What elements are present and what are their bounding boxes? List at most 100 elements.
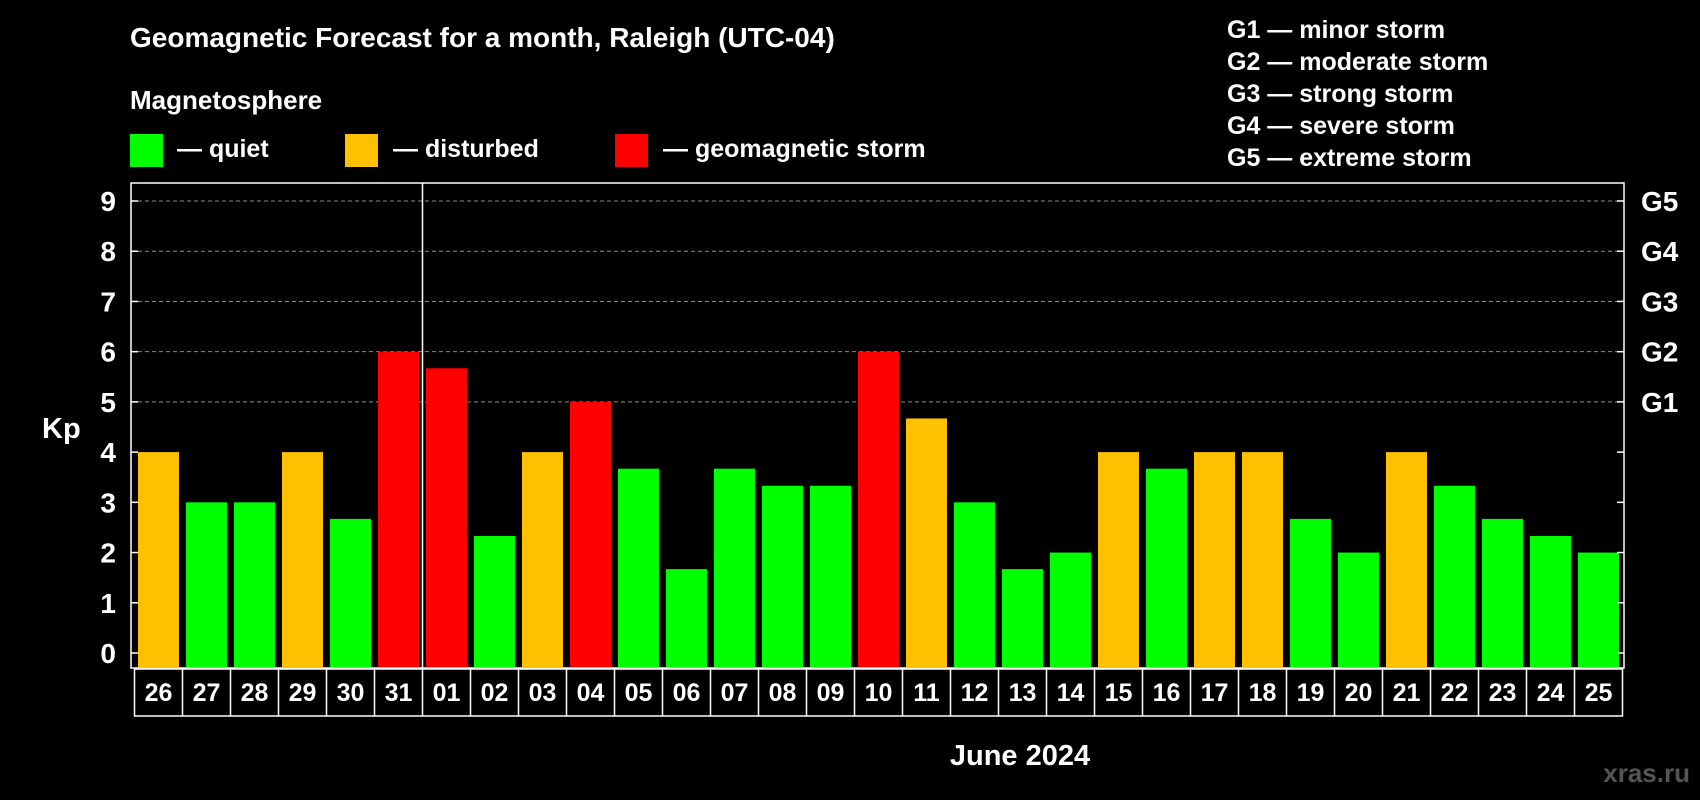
x-tick-label: 14 (1057, 679, 1085, 707)
x-tick-label: 17 (1201, 679, 1229, 707)
storm-scale-g4: G4 — severe storm (1227, 112, 1455, 140)
legend-swatch-quiet (130, 134, 163, 167)
bar-02 (474, 535, 515, 667)
bar-09 (810, 485, 851, 667)
x-tick-label: 21 (1393, 679, 1421, 707)
x-tick-label: 23 (1489, 679, 1517, 707)
watermark: xras.ru (1603, 758, 1690, 788)
x-tick-label: 16 (1153, 679, 1181, 707)
bar-27 (186, 502, 227, 667)
bar-17 (1194, 452, 1235, 667)
x-tick-label: 15 (1105, 679, 1133, 707)
y-tick-label: 0 (100, 638, 116, 669)
bar-12 (954, 502, 995, 667)
legend-label-quiet: — quiet (177, 135, 269, 163)
y-tick-label: 4 (100, 437, 116, 468)
x-tick-label: 20 (1345, 679, 1373, 707)
bar-01 (426, 368, 467, 667)
bar-10 (858, 351, 899, 667)
bar-23 (1482, 518, 1523, 667)
y-tick-label: 6 (100, 337, 116, 368)
legend-swatch-disturbed (345, 134, 378, 167)
storm-scale-g3: G3 — strong storm (1227, 80, 1453, 108)
bar-18 (1242, 452, 1283, 667)
right-axis-ticks: G1 G2 G3 G4 G5 (1617, 186, 1679, 654)
x-tick-label: 12 (961, 679, 989, 707)
x-tick-label: 27 (193, 679, 221, 707)
x-tick-label: 02 (481, 679, 509, 707)
axes (130, 182, 1625, 669)
x-tick-label: 19 (1297, 679, 1325, 707)
y-tick-label: 5 (100, 387, 116, 418)
bar-26 (138, 452, 179, 667)
y-tick-label: 2 (100, 538, 116, 569)
y-tick-label: 7 (100, 286, 116, 317)
bar-22 (1434, 485, 1475, 667)
bars (138, 351, 1619, 667)
bar-24 (1530, 535, 1571, 667)
x-tick-label: 22 (1441, 679, 1469, 707)
bar-08 (762, 485, 803, 667)
y-axis-label: Kp (42, 413, 81, 445)
bar-05 (618, 468, 659, 667)
right-axis-label-g4: G4 (1641, 236, 1679, 267)
bar-13 (1002, 569, 1043, 667)
storm-scale-g2: G2 — moderate storm (1227, 48, 1488, 76)
x-tick-label: 25 (1585, 679, 1613, 707)
legend: — quiet — disturbed — geomagnetic storm (130, 134, 926, 167)
x-tick-label: 18 (1249, 679, 1277, 707)
bar-15 (1098, 452, 1139, 667)
x-tick-label: 29 (289, 679, 317, 707)
x-tick-label: 31 (385, 679, 413, 707)
bar-11 (906, 418, 947, 667)
x-tick-label: 28 (241, 679, 269, 707)
legend-label-disturbed: — disturbed (393, 135, 539, 163)
x-tick-label: 03 (529, 679, 557, 707)
x-tick-label: 13 (1009, 679, 1037, 707)
chart-title: Geomagnetic Forecast for a month, Raleig… (130, 22, 835, 53)
bar-06 (666, 569, 707, 667)
y-tick-label: 8 (100, 236, 116, 267)
x-tick-label: 06 (673, 679, 701, 707)
right-axis-label-g5: G5 (1641, 186, 1678, 217)
x-categories: 26 27 28 29 30 31 01 02 03 04 05 06 07 08 09 10 11 12 13 14… (133, 668, 1624, 717)
bar-31 (378, 351, 419, 667)
y-ticks: 0 1 2 3 4 5 6 7 8 9 (100, 186, 138, 669)
x-tick-label: 08 (769, 679, 797, 707)
x-tick-label: 10 (865, 679, 893, 707)
bar-03 (522, 452, 563, 667)
y-tick-label: 3 (100, 487, 116, 518)
legend-title: Magnetosphere (130, 85, 322, 115)
bar-19 (1290, 518, 1331, 667)
x-tick-label: 26 (145, 679, 173, 707)
legend-swatch-storm (615, 134, 648, 167)
x-axis-label: June 2024 (950, 740, 1090, 772)
right-axis-label-g1: G1 (1641, 387, 1678, 418)
storm-scale-legend: G1 — minor storm G2 — moderate storm G3 … (1227, 16, 1488, 172)
bar-20 (1338, 552, 1379, 667)
bar-21 (1386, 452, 1427, 667)
bar-29 (282, 452, 323, 667)
y-tick-label: 1 (100, 588, 116, 619)
x-tick-label: 07 (721, 679, 749, 707)
bar-07 (714, 468, 755, 667)
right-axis-label-g3: G3 (1641, 286, 1678, 317)
bar-28 (234, 502, 275, 667)
x-tick-label: 09 (817, 679, 845, 707)
x-tick-label: 04 (577, 679, 605, 707)
bar-30 (330, 518, 371, 667)
y-tick-label: 9 (100, 186, 116, 217)
storm-scale-g5: G5 — extreme storm (1227, 144, 1472, 172)
x-tick-label: 30 (337, 679, 365, 707)
bar-14 (1050, 552, 1091, 667)
storm-scale-g1: G1 — minor storm (1227, 16, 1445, 44)
bar-25 (1578, 552, 1619, 667)
bar-04 (570, 401, 611, 667)
x-tick-label: 05 (625, 679, 653, 707)
category-strip (133, 668, 1624, 717)
legend-label-storm: — geomagnetic storm (663, 135, 926, 163)
x-tick-label: 11 (913, 679, 940, 707)
right-axis-label-g2: G2 (1641, 337, 1678, 368)
bar-16 (1146, 468, 1187, 667)
